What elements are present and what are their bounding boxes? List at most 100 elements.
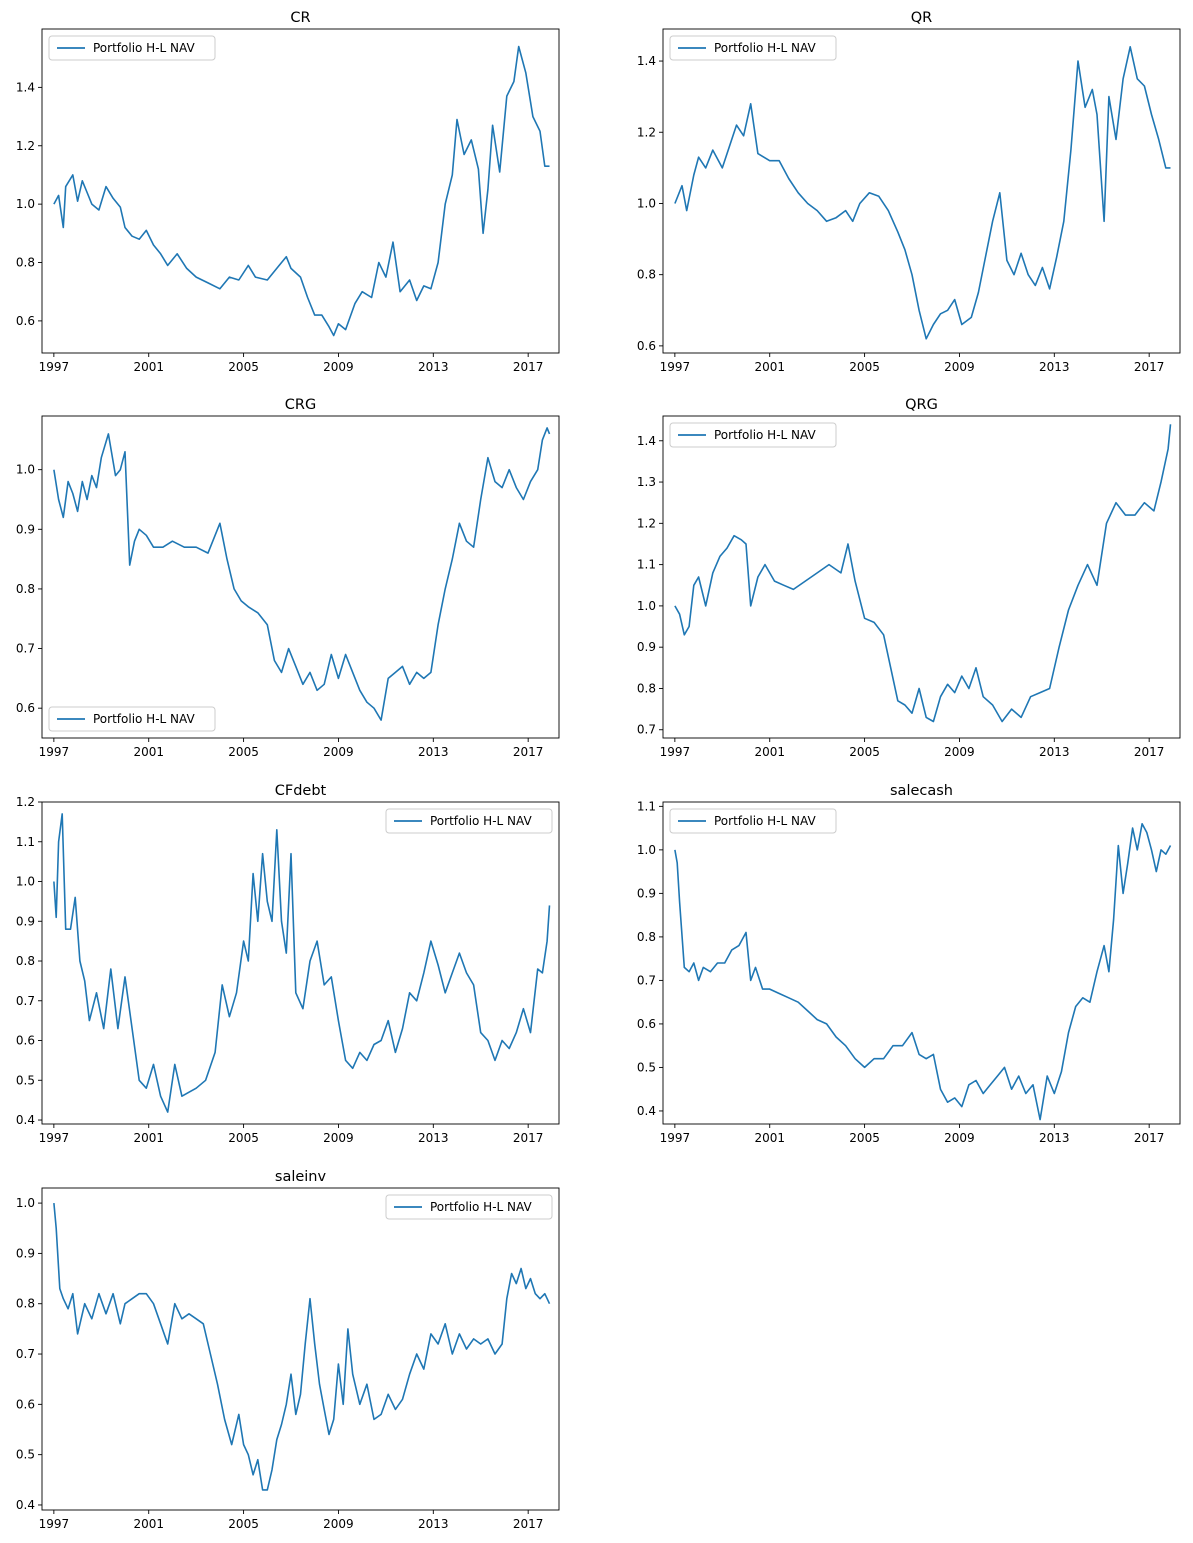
legend-box (669, 808, 837, 834)
subplot-salecash: salecash 1997 2001 2005 2009 2013 2017 0.4 0.5 0.… (637, 783, 1181, 1145)
legend: Portfolio H-L NAV (669, 35, 837, 61)
y-tick-label: 0.5 (637, 1060, 656, 1074)
x-tick-label: 2001 (754, 360, 785, 374)
x-tick-label: 2017 (1134, 745, 1165, 759)
x-tick-label: 2013 (1039, 360, 1070, 374)
x-tick-label: 1997 (39, 1131, 70, 1145)
series-line (674, 424, 1172, 723)
legend-label: Portfolio H-L NAV (714, 814, 816, 828)
y-tick-label: 1.1 (16, 835, 35, 849)
x-tick-label: 1997 (39, 745, 70, 759)
x-tick-label: 2017 (1134, 360, 1165, 374)
y-tick-label: 0.4 (637, 1104, 656, 1118)
y-tick-label: 0.6 (16, 314, 35, 328)
axes-frame (41, 28, 560, 354)
x-tick-label: 2001 (133, 1517, 164, 1531)
y-tick-label: 0.7 (637, 723, 656, 737)
x-tick-label: 2017 (513, 745, 544, 759)
y-tick-label: 0.5 (16, 1073, 35, 1087)
x-tick-label: 2009 (944, 1131, 975, 1145)
y-tick-label: 1.2 (16, 139, 35, 153)
y-tick-label: 0.5 (16, 1448, 35, 1462)
subplot-saleinv: saleinv 1997 2001 2005 2009 2013 2017 0.4 0.5 0.6… (16, 1169, 560, 1531)
x-tick-label: 2009 (323, 745, 354, 759)
axes-frame (662, 801, 1181, 1125)
x-tick-label: 2017 (513, 360, 544, 374)
x-tick-label: 2005 (849, 1131, 880, 1145)
legend-label: Portfolio H-L NAV (714, 41, 816, 55)
series-line (674, 823, 1172, 1121)
legend: Portfolio H-L NAV (669, 808, 837, 834)
x-tick-label: 2001 (133, 1131, 164, 1145)
legend: Portfolio H-L NAV (48, 706, 216, 732)
x-tick-label: 2009 (944, 360, 975, 374)
legend-label: Portfolio H-L NAV (93, 712, 195, 726)
series-line (53, 45, 550, 337)
y-tick-label: 1.1 (637, 558, 656, 572)
y-tick-label: 0.8 (16, 1297, 35, 1311)
x-tick-label: 1997 (39, 1517, 70, 1531)
x-tick-label: 2013 (418, 1517, 449, 1531)
axes-frame (41, 1187, 560, 1511)
y-tick-label: 0.4 (16, 1113, 35, 1127)
subplot-qr: QR 1997 2001 2005 2009 2013 2017 0.6 0.8 1.0 1.2 1.… (637, 10, 1181, 374)
x-tick-label: 2001 (754, 745, 785, 759)
y-tick-label: 1.0 (637, 843, 656, 857)
y-tick-label: 1.2 (637, 125, 656, 139)
y-tick-label: 1.0 (16, 875, 35, 889)
y-tick-label: 1.0 (16, 1196, 35, 1210)
x-tick-label: 1997 (660, 1131, 691, 1145)
legend: Portfolio H-L NAV (385, 1194, 553, 1220)
legend-box (385, 808, 553, 834)
chart-title: QRG (905, 397, 938, 413)
y-tick-label: 0.7 (16, 1347, 35, 1361)
legend-box (385, 1194, 553, 1220)
legend: Portfolio H-L NAV (385, 808, 553, 834)
y-tick-label: 1.2 (16, 795, 35, 809)
chart-title: CFdebt (275, 783, 327, 799)
y-tick-label: 0.6 (16, 701, 35, 715)
axes-frame (662, 415, 1181, 739)
x-tick-label: 2013 (418, 745, 449, 759)
y-tick-label: 1.4 (637, 54, 656, 68)
legend-box (669, 422, 837, 448)
x-tick-label: 2005 (228, 745, 259, 759)
y-tick-label: 0.8 (16, 582, 35, 596)
series-line (53, 1203, 551, 1491)
y-tick-label: 0.8 (637, 268, 656, 282)
y-tick-label: 0.8 (637, 930, 656, 944)
axes-frame (41, 415, 560, 739)
x-tick-label: 2001 (133, 360, 164, 374)
x-tick-label: 2005 (228, 1517, 259, 1531)
series-line (53, 813, 551, 1113)
x-tick-label: 2013 (1039, 745, 1070, 759)
chart-title: QR (911, 10, 933, 26)
y-tick-label: 0.8 (16, 954, 35, 968)
x-tick-label: 2017 (1134, 1131, 1165, 1145)
y-tick-label: 0.8 (16, 256, 35, 270)
x-tick-label: 1997 (39, 360, 70, 374)
y-tick-label: 0.6 (637, 339, 656, 353)
chart-title: salecash (890, 783, 953, 799)
y-tick-label: 0.7 (16, 642, 35, 656)
x-tick-label: 2001 (133, 745, 164, 759)
legend-box (48, 35, 216, 61)
x-tick-label: 1997 (660, 745, 691, 759)
legend-label: Portfolio H-L NAV (93, 41, 195, 55)
legend: Portfolio H-L NAV (48, 35, 216, 61)
legend-label: Portfolio H-L NAV (430, 1200, 532, 1214)
y-tick-label: 1.0 (16, 197, 35, 211)
x-tick-label: 2005 (228, 360, 259, 374)
series-line (674, 46, 1171, 340)
x-tick-label: 2009 (323, 1131, 354, 1145)
legend-label: Portfolio H-L NAV (714, 428, 816, 442)
y-tick-label: 0.9 (16, 914, 35, 928)
legend-box (669, 35, 837, 61)
x-tick-label: 2009 (323, 360, 354, 374)
y-tick-label: 0.4 (16, 1498, 35, 1512)
y-tick-label: 1.2 (637, 516, 656, 530)
x-tick-label: 2013 (418, 360, 449, 374)
y-tick-label: 1.4 (637, 434, 656, 448)
y-tick-label: 1.0 (637, 599, 656, 613)
